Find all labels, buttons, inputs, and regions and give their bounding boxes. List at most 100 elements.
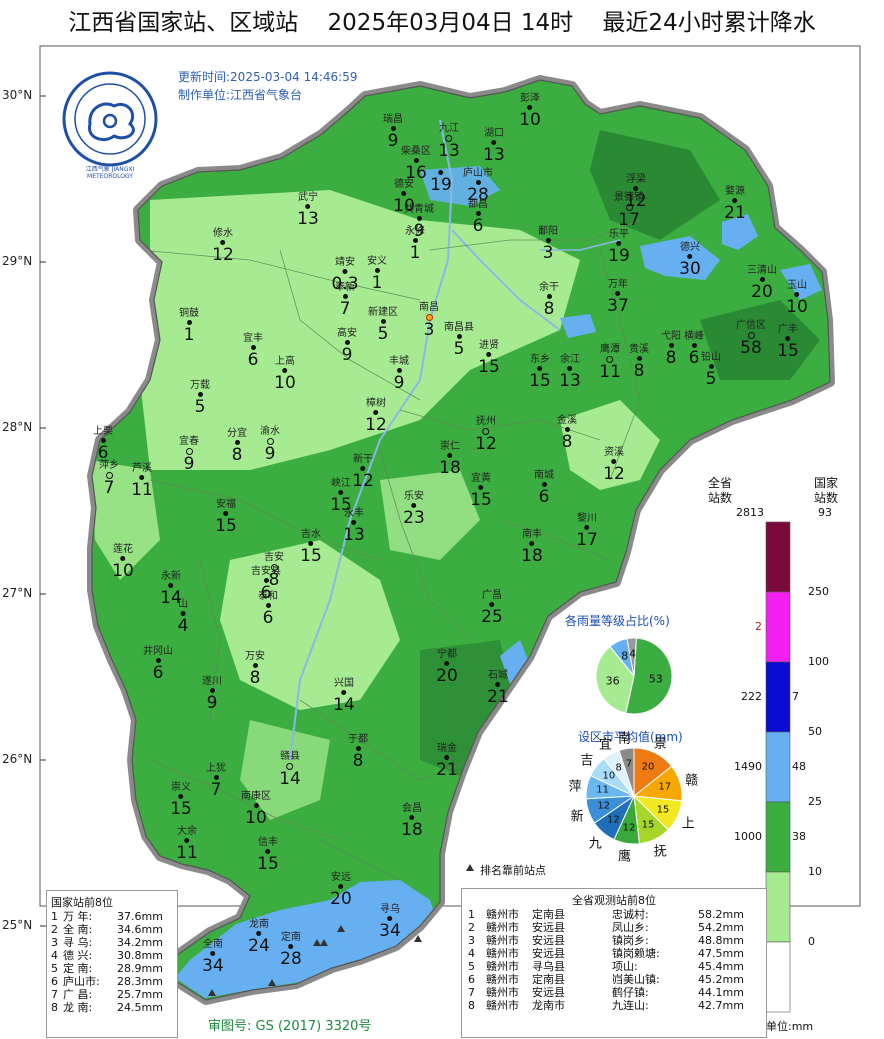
- national-top-name: 全 南:: [63, 923, 93, 936]
- province-top-city: 赣州市: [486, 960, 519, 973]
- national-top-row: 5 定 南: 28.9mm: [51, 962, 173, 975]
- legend-header-total: 全省站数: [707, 476, 732, 505]
- national-top-name: 庐山市:: [63, 975, 100, 988]
- province-top-county: 寻乌县: [532, 960, 565, 973]
- province-top-rank: 7: [468, 986, 475, 999]
- approval-number: 审图号: GS (2017) 3320号: [208, 1019, 372, 1034]
- province-top-station: 忠诚村:: [612, 908, 649, 921]
- legend-segment-6: [765, 941, 791, 1013]
- province-top-value: 44.1mm: [698, 986, 744, 999]
- province-top-value: 45.4mm: [698, 960, 744, 973]
- marker-note: 排名靠前站点: [480, 864, 546, 877]
- province-top-rank: 5: [468, 960, 475, 973]
- legend-unit: 单位:mm: [766, 1020, 814, 1033]
- province-top-station: 岿美山镇:: [612, 973, 660, 986]
- province-top-row: 7 赣州市 安远县 鹤仔镇: 44.1mm: [466, 986, 762, 999]
- city-avg-city: 抚: [653, 844, 667, 860]
- city-avg-value: 12: [606, 814, 620, 826]
- province-top-station: 镇岗赖塘:: [612, 947, 660, 960]
- city-avg-value: 12: [622, 822, 636, 834]
- rain-level-slice-3: [626, 637, 637, 677]
- national-top-row: 7 广 昌: 25.7mm: [51, 988, 173, 1001]
- rain-level-slice-label: 36: [605, 674, 620, 688]
- lat-label-26: 26°N: [2, 752, 33, 766]
- national-top-name: 寻 乌:: [63, 936, 93, 949]
- national-top-rank: 2: [51, 923, 58, 936]
- city-avg-value: 10: [602, 770, 616, 782]
- national-top-value: 24.5mm: [117, 1001, 163, 1014]
- national-top-value: 37.6mm: [117, 910, 163, 923]
- province-top-city: 赣州市: [486, 947, 519, 960]
- city-avg-city: 景: [653, 736, 667, 752]
- city-avg-value: 17: [658, 781, 672, 793]
- city-avg-value: 20: [641, 761, 655, 773]
- city-avg-city: 萍: [568, 779, 582, 795]
- national-top-row: 3 寻 乌: 34.2mm: [51, 936, 173, 949]
- rain-level-slice-label: 53: [648, 672, 663, 686]
- city-avg-value: 11: [596, 784, 609, 796]
- rain-level-pie-title: 各雨量等级占比(%): [565, 614, 670, 628]
- national-top-row: 4 德 兴: 30.8mm: [51, 949, 173, 962]
- province-top-value: 42.7mm: [698, 999, 744, 1012]
- city-avg-slice-10: [618, 747, 635, 797]
- province-top-city: 赣州市: [486, 921, 519, 934]
- legend-color-bar: [765, 521, 791, 1013]
- update-time: 更新时间:2025-03-04 14:46:59: [178, 70, 358, 84]
- legend-total-count: 1000: [734, 830, 762, 843]
- lat-label-29: 29°N: [2, 254, 33, 268]
- province-top-rank: 8: [468, 999, 475, 1012]
- lat-label-25: 25°N: [2, 918, 33, 932]
- national-top-title: 国家站前8位: [51, 896, 113, 909]
- province-top-rank: 6: [468, 973, 475, 986]
- city-average-pie: [585, 747, 683, 845]
- legend-segment-1: [765, 591, 791, 663]
- national-top-value: 28.3mm: [117, 975, 163, 988]
- national-top-rank: 1: [51, 910, 58, 923]
- legend-total-top: 2813: [736, 506, 764, 519]
- province-top-value: 48.8mm: [698, 934, 744, 947]
- province-top-row: 6 赣州市 定南县 岿美山镇: 45.2mm: [466, 973, 762, 986]
- province-top-row: 2 赣州市 安远县 凤山乡: 54.2mm: [466, 921, 762, 934]
- province-top-rank: 3: [468, 934, 475, 947]
- province-top-county: 龙南市: [532, 999, 565, 1012]
- logo-emblem: [62, 71, 158, 167]
- province-top-value: 47.5mm: [698, 947, 744, 960]
- province-top-station: 九连山:: [612, 999, 649, 1012]
- province-top-station: 凤山乡:: [612, 921, 649, 934]
- city-avg-value: 7: [625, 758, 633, 770]
- city-avg-city: 宜: [598, 737, 612, 753]
- legend-national-count: 7: [792, 690, 799, 703]
- national-top-rank: 7: [51, 988, 58, 1001]
- city-avg-city: 南: [618, 731, 632, 747]
- province-top-rank: 4: [468, 947, 475, 960]
- lat-label-28: 28°N: [2, 420, 33, 434]
- page-title: 江西省国家站、区域站 2025年03月04日 14时 最近24小时累计降水: [68, 10, 816, 36]
- province-top-row: 3 赣州市 安远县 镇岗乡: 48.8mm: [466, 934, 762, 947]
- national-top-rank: 5: [51, 962, 58, 975]
- national-top-name: 广 昌:: [63, 988, 93, 1001]
- legend-total-count: 1490: [734, 760, 762, 773]
- city-avg-city: 九: [588, 836, 602, 852]
- legend-segment-4: [765, 801, 791, 873]
- province-top-station: 鹤仔镇:: [612, 986, 649, 999]
- province-top-city: 赣州市: [486, 934, 519, 947]
- legend-total-count: 2: [755, 620, 762, 633]
- national-top-rank: 4: [51, 949, 58, 962]
- city-avg-value: 12: [597, 800, 611, 812]
- producer-label: 制作单位:江西省气象台: [178, 88, 303, 102]
- rain-level-slice-1: [595, 645, 635, 714]
- province-top-title: 全省观测站前8位: [572, 894, 656, 907]
- province-top-city: 赣州市: [486, 908, 519, 921]
- legend-total-count: 222: [741, 690, 762, 703]
- national-top-name: 定 南:: [63, 962, 93, 975]
- national-top-name: 万 年:: [63, 910, 93, 923]
- province-top-value: 54.2mm: [698, 921, 744, 934]
- top-station-markers: [208, 864, 474, 996]
- province-top-row: 1 赣州市 定南县 忠诚村: 58.2mm: [466, 908, 762, 921]
- province-top-county: 安远县: [532, 934, 565, 947]
- province-top-county: 定南县: [532, 908, 565, 921]
- legend-national-count: 48: [792, 760, 806, 773]
- legend-header-national: 国家站数: [813, 476, 838, 505]
- province-top-city: 赣州市: [486, 999, 519, 1012]
- national-top-row: 8 龙 南: 24.5mm: [51, 1001, 173, 1014]
